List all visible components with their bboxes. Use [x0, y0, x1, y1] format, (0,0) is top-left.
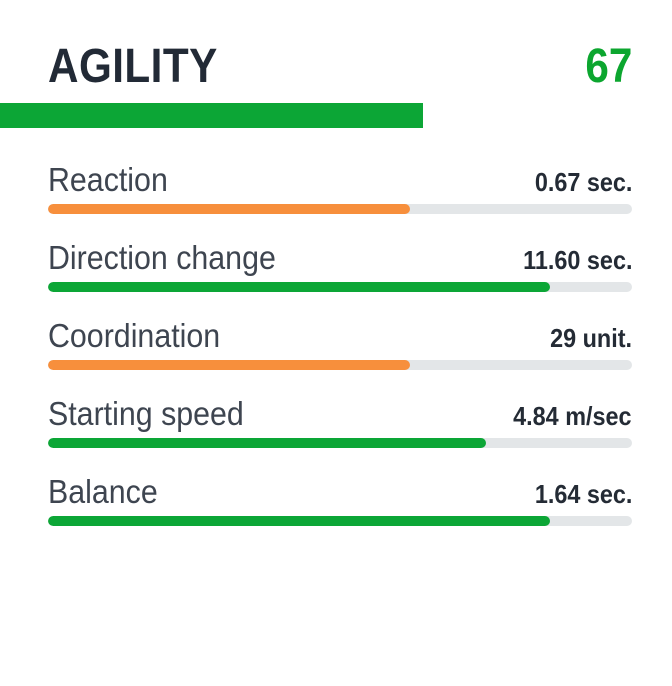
metric-label: Direction change: [48, 239, 276, 276]
metric-label: Coordination: [48, 317, 221, 354]
agility-stats-card: AGILITY 67 Reaction 0.67 sec. Direction …: [0, 42, 672, 686]
metric-bar-track: [48, 360, 632, 370]
metric-value: 1.64 sec.: [534, 479, 632, 509]
metric-label: Balance: [48, 473, 158, 510]
metric-label: Reaction: [48, 161, 168, 198]
metrics-list: Reaction 0.67 sec. Direction change 11.6…: [0, 163, 672, 526]
metric-value: 4.84 m/sec: [513, 401, 632, 431]
metric-row: Reaction 0.67 sec.: [48, 163, 632, 214]
metric-bar-track: [48, 282, 632, 292]
card-header: AGILITY 67: [0, 42, 672, 92]
overall-progress-track: [0, 103, 632, 128]
metric-bar-track: [48, 516, 632, 526]
metric-bar-fill: [48, 438, 486, 448]
metric-head: Reaction 0.67 sec.: [48, 161, 632, 198]
metric-row: Direction change 11.60 sec.: [48, 241, 632, 292]
metric-row: Starting speed 4.84 m/sec: [48, 397, 632, 448]
metric-bar-fill: [48, 282, 551, 292]
metric-bar-track: [48, 438, 632, 448]
metric-bar-fill: [48, 516, 551, 526]
metric-value: 11.60 sec.: [522, 245, 632, 275]
metric-bar-track: [48, 204, 632, 214]
metric-row: Balance 1.64 sec.: [48, 475, 632, 526]
metric-label: Starting speed: [48, 395, 244, 432]
section-score-value: 67: [585, 40, 632, 93]
metric-value: 0.67 sec.: [534, 167, 632, 197]
metric-head: Starting speed 4.84 m/sec: [48, 395, 632, 432]
overall-progress-fill: [0, 103, 424, 128]
metric-value: 29 unit.: [550, 323, 632, 353]
metric-bar-fill: [48, 204, 411, 214]
metric-head: Coordination 29 unit.: [48, 317, 632, 354]
section-title: AGILITY: [48, 40, 218, 93]
metric-bar-fill: [48, 360, 411, 370]
metric-row: Coordination 29 unit.: [48, 319, 632, 370]
metric-head: Direction change 11.60 sec.: [48, 239, 632, 276]
metric-head: Balance 1.64 sec.: [48, 473, 632, 510]
